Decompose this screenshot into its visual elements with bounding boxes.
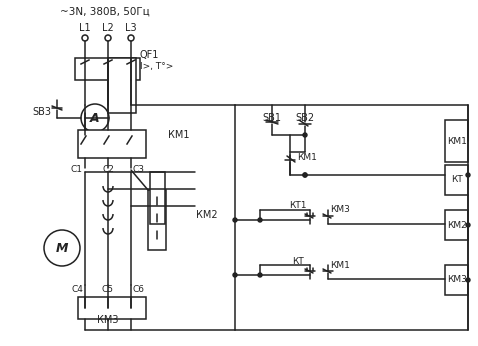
Text: ~3N, 380В, 50Гц: ~3N, 380В, 50Гц bbox=[60, 7, 150, 17]
Bar bbox=[75, 58, 140, 80]
Text: SB2: SB2 bbox=[295, 113, 315, 123]
Circle shape bbox=[258, 273, 262, 277]
Circle shape bbox=[303, 173, 307, 177]
Text: C2: C2 bbox=[102, 165, 114, 174]
Text: L3: L3 bbox=[125, 23, 137, 33]
Text: L2: L2 bbox=[102, 23, 114, 33]
Text: C1: C1 bbox=[71, 165, 83, 174]
Text: КМ2: КМ2 bbox=[447, 220, 467, 229]
Bar bbox=[150, 172, 165, 224]
Text: C3: C3 bbox=[133, 165, 145, 174]
Text: КМ3: КМ3 bbox=[330, 206, 350, 215]
Circle shape bbox=[466, 223, 470, 227]
Circle shape bbox=[233, 273, 237, 277]
Circle shape bbox=[466, 278, 470, 282]
Text: КТ: КТ bbox=[292, 256, 304, 265]
Text: L1: L1 bbox=[79, 23, 91, 33]
Bar bbox=[78, 130, 146, 158]
Bar bbox=[445, 165, 468, 195]
Text: КМ1: КМ1 bbox=[297, 153, 317, 162]
Text: КМ3: КМ3 bbox=[447, 275, 467, 284]
Circle shape bbox=[44, 230, 80, 266]
Text: C6: C6 bbox=[133, 284, 145, 293]
Text: КМ1: КМ1 bbox=[447, 137, 467, 146]
Bar bbox=[445, 265, 468, 295]
Bar bbox=[78, 297, 146, 319]
Text: КМ2: КМ2 bbox=[196, 210, 217, 220]
Circle shape bbox=[233, 218, 237, 222]
Text: A: A bbox=[90, 111, 100, 125]
Text: C5: C5 bbox=[102, 284, 114, 293]
Text: QF1: QF1 bbox=[140, 50, 159, 60]
Bar bbox=[445, 210, 468, 240]
Text: КМ1: КМ1 bbox=[330, 261, 350, 270]
Text: КТ1: КТ1 bbox=[289, 201, 307, 210]
Bar bbox=[445, 120, 468, 162]
Circle shape bbox=[105, 35, 111, 41]
Circle shape bbox=[466, 173, 470, 177]
Text: КТ: КТ bbox=[451, 175, 463, 184]
Bar bbox=[108, 58, 136, 113]
Circle shape bbox=[82, 35, 88, 41]
Text: I>, T°>: I>, T°> bbox=[140, 62, 174, 71]
Circle shape bbox=[128, 35, 134, 41]
Text: КМ3: КМ3 bbox=[97, 315, 119, 325]
Text: SB3: SB3 bbox=[33, 107, 52, 117]
Circle shape bbox=[258, 218, 262, 222]
Bar bbox=[148, 190, 166, 250]
Circle shape bbox=[303, 133, 307, 137]
Circle shape bbox=[81, 104, 109, 132]
Text: M: M bbox=[56, 242, 68, 255]
Text: C4: C4 bbox=[71, 284, 83, 293]
Text: SB1: SB1 bbox=[262, 113, 282, 123]
Circle shape bbox=[303, 173, 307, 177]
Text: КМ1: КМ1 bbox=[168, 130, 189, 140]
